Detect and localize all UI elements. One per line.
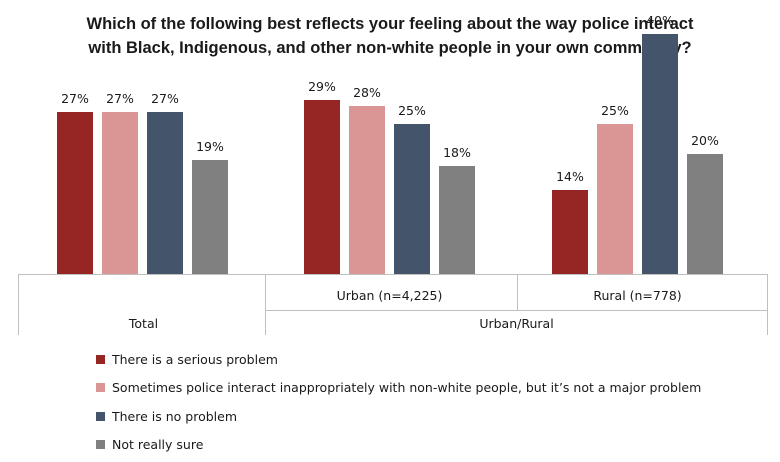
legend-item-2: Sometimes police interact inappropriatel… <box>96 374 701 403</box>
parent-category-label-2: Urban/Rural <box>479 316 553 331</box>
bar-1-2 <box>102 112 138 274</box>
bar-1-3 <box>147 112 183 274</box>
data-label-3-2: 25% <box>601 103 629 118</box>
legend-label: There is no problem <box>112 408 237 424</box>
bar-3-4 <box>687 154 723 274</box>
bar-3-2 <box>597 124 633 274</box>
bar-2-3 <box>394 124 430 274</box>
data-label-1-3: 27% <box>151 91 179 106</box>
bar-2-1 <box>304 100 340 274</box>
legend-swatch <box>96 440 105 450</box>
legend-swatch <box>96 411 105 421</box>
data-label-2-2: 28% <box>353 85 381 100</box>
chart-legend: There is a serious problem Sometimes poli… <box>96 345 701 459</box>
legend-label: Not really sure <box>112 437 204 453</box>
legend-item-4: Not really sure <box>96 431 701 460</box>
data-label-2-4: 18% <box>443 145 471 160</box>
legend-label: Sometimes police interact inappropriatel… <box>112 380 702 396</box>
chart-title: Which of the following best reflects you… <box>0 12 780 60</box>
category-label-3: Rural (n=778) <box>593 288 681 303</box>
bar-3-3 <box>642 34 678 274</box>
data-label-2-1: 29% <box>308 79 336 94</box>
bar-1-4 <box>192 160 228 274</box>
data-label-3-3: 40% <box>646 13 674 28</box>
bar-2-4 <box>439 166 475 274</box>
legend-item-1: There is a serious problem <box>96 345 701 374</box>
data-label-1-4: 19% <box>196 139 224 154</box>
legend-item-3: There is no problem <box>96 402 701 431</box>
data-label-3-4: 20% <box>691 133 719 148</box>
data-label-1-1: 27% <box>61 91 89 106</box>
bar-1-1 <box>57 112 93 274</box>
legend-label: There is a serious problem <box>112 351 278 367</box>
parent-category-label-1: Total <box>128 316 158 331</box>
data-label-2-3: 25% <box>398 103 426 118</box>
data-label-3-1: 14% <box>556 169 584 184</box>
category-label-2: Urban (n=4,225) <box>337 288 443 303</box>
bar-3-1 <box>552 190 588 274</box>
chart-title-line-1: Which of the following best reflects you… <box>86 15 694 33</box>
data-label-1-2: 27% <box>106 91 134 106</box>
bar-2-2 <box>349 106 385 274</box>
legend-swatch <box>96 354 105 364</box>
legend-swatch <box>96 383 105 393</box>
chart-title-line-2: with Black, Indigenous, and other non-wh… <box>88 39 692 57</box>
